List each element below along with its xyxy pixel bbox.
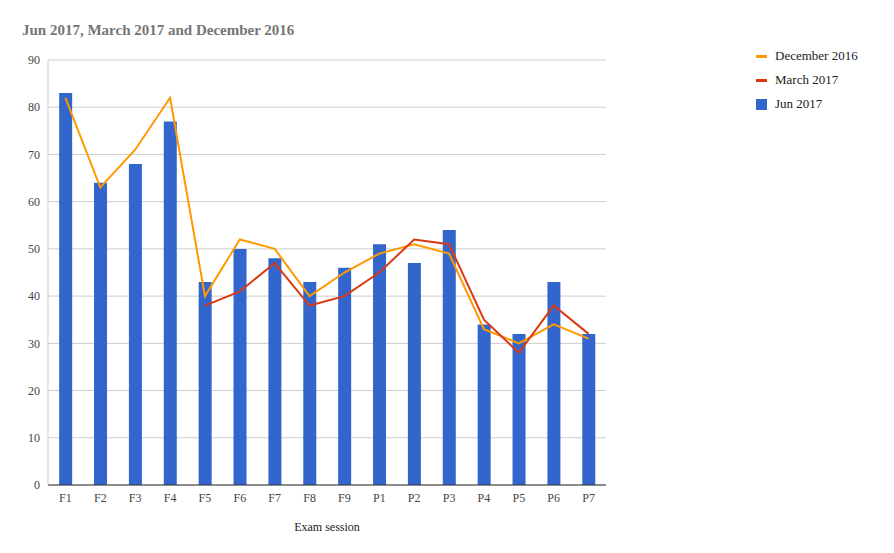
svg-text:F3: F3: [129, 491, 142, 505]
svg-text:F9: F9: [338, 491, 351, 505]
svg-text:P6: P6: [547, 491, 560, 505]
svg-text:F2: F2: [94, 491, 107, 505]
svg-text:Exam session: Exam session: [294, 520, 360, 534]
svg-text:P2: P2: [408, 491, 421, 505]
svg-text:P3: P3: [443, 491, 456, 505]
svg-text:F1: F1: [59, 491, 72, 505]
svg-text:10: 10: [28, 431, 40, 445]
svg-text:F5: F5: [199, 491, 212, 505]
svg-text:F7: F7: [268, 491, 281, 505]
svg-text:P7: P7: [582, 491, 595, 505]
svg-text:P5: P5: [512, 491, 525, 505]
svg-text:50: 50: [28, 242, 40, 256]
svg-text:60: 60: [28, 195, 40, 209]
html-text:March 2017: March 2017: [775, 72, 839, 87]
html-text:Jun 2017, March 2017 and Decem: Jun 2017, March 2017 and December 2016: [22, 22, 295, 38]
svg-text:70: 70: [28, 148, 40, 162]
svg-text:0: 0: [34, 478, 40, 492]
svg-text:F4: F4: [164, 491, 177, 505]
svg-text:90: 90: [28, 53, 40, 67]
svg-text:80: 80: [28, 100, 40, 114]
svg-text:F6: F6: [233, 491, 246, 505]
svg-text:P1: P1: [373, 491, 386, 505]
html-text:December 2016: December 2016: [775, 48, 858, 63]
svg-text:20: 20: [28, 384, 40, 398]
svg-text:F8: F8: [303, 491, 316, 505]
svg-text:30: 30: [28, 337, 40, 351]
html-text:Jun 2017: Jun 2017: [775, 96, 823, 111]
svg-text:P4: P4: [478, 491, 491, 505]
svg-text:40: 40: [28, 289, 40, 303]
